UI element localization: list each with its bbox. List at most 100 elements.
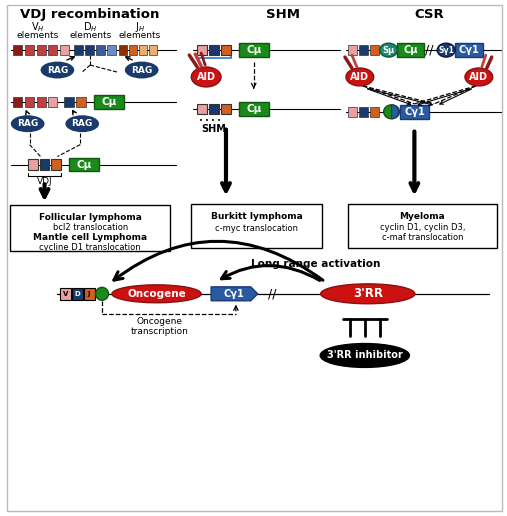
Bar bbox=[370, 45, 379, 55]
Text: •: • bbox=[205, 118, 209, 124]
Bar bbox=[73, 288, 83, 300]
Bar bbox=[455, 43, 483, 57]
Text: Oncogene: Oncogene bbox=[136, 317, 183, 326]
Text: //: // bbox=[268, 287, 277, 300]
Text: Sγ1: Sγ1 bbox=[438, 45, 454, 55]
Ellipse shape bbox=[11, 115, 45, 132]
Bar bbox=[348, 45, 357, 55]
Bar bbox=[119, 45, 127, 55]
Text: elements: elements bbox=[69, 31, 111, 40]
Bar bbox=[94, 95, 124, 109]
Text: Cμ: Cμ bbox=[246, 104, 262, 114]
Ellipse shape bbox=[380, 43, 397, 57]
Polygon shape bbox=[211, 287, 258, 301]
Bar bbox=[96, 45, 105, 55]
Text: c-maf translocation: c-maf translocation bbox=[382, 233, 463, 241]
Ellipse shape bbox=[125, 61, 159, 78]
Bar bbox=[13, 97, 22, 107]
Bar bbox=[25, 97, 33, 107]
Bar bbox=[370, 107, 379, 117]
Text: •: • bbox=[217, 118, 221, 124]
Bar bbox=[107, 45, 116, 55]
Bar bbox=[60, 45, 69, 55]
Bar bbox=[49, 45, 57, 55]
Text: SHM: SHM bbox=[202, 124, 227, 134]
Bar bbox=[139, 45, 147, 55]
Text: Long range activation: Long range activation bbox=[250, 259, 380, 269]
Text: c-myc translocation: c-myc translocation bbox=[215, 223, 298, 233]
Text: RAG: RAG bbox=[47, 66, 68, 74]
Bar bbox=[49, 97, 57, 107]
Ellipse shape bbox=[437, 43, 455, 57]
Bar bbox=[348, 107, 357, 117]
Text: AID: AID bbox=[350, 72, 369, 82]
Bar bbox=[348, 204, 497, 248]
Bar bbox=[239, 102, 269, 116]
Bar bbox=[84, 288, 95, 300]
Bar bbox=[10, 205, 170, 251]
Text: RAG: RAG bbox=[17, 119, 39, 128]
Text: J$_H$: J$_H$ bbox=[134, 20, 145, 34]
Bar bbox=[359, 107, 368, 117]
Text: Burkitt lymphoma: Burkitt lymphoma bbox=[211, 212, 303, 221]
Text: VDJ recombination: VDJ recombination bbox=[20, 8, 160, 21]
Text: V$_H$: V$_H$ bbox=[31, 20, 45, 34]
Text: J: J bbox=[88, 291, 90, 297]
Bar bbox=[28, 158, 38, 170]
Text: Cγ1: Cγ1 bbox=[224, 289, 244, 299]
Text: Cγ1: Cγ1 bbox=[404, 107, 425, 117]
Bar bbox=[37, 45, 46, 55]
Text: D$_H$: D$_H$ bbox=[83, 20, 97, 34]
Text: 3'RR: 3'RR bbox=[353, 287, 383, 300]
Bar bbox=[76, 97, 86, 107]
Bar bbox=[74, 45, 83, 55]
Bar bbox=[197, 45, 207, 55]
Bar bbox=[60, 288, 71, 300]
Bar bbox=[396, 43, 424, 57]
Text: elements: elements bbox=[119, 31, 161, 40]
Ellipse shape bbox=[191, 67, 221, 87]
Ellipse shape bbox=[41, 61, 74, 78]
Text: bcl2 translocation: bcl2 translocation bbox=[53, 223, 128, 232]
Bar bbox=[191, 204, 322, 248]
Ellipse shape bbox=[465, 68, 493, 86]
Ellipse shape bbox=[65, 115, 99, 132]
Bar bbox=[25, 45, 33, 55]
Ellipse shape bbox=[96, 287, 108, 300]
Text: Follicular lymphoma: Follicular lymphoma bbox=[39, 213, 141, 222]
Text: Cμ: Cμ bbox=[77, 159, 92, 170]
Ellipse shape bbox=[112, 285, 201, 303]
Text: RAG: RAG bbox=[131, 66, 152, 74]
Bar bbox=[37, 97, 46, 107]
Ellipse shape bbox=[321, 284, 415, 304]
Text: RAG: RAG bbox=[71, 119, 93, 128]
Bar bbox=[40, 158, 50, 170]
Text: transcription: transcription bbox=[131, 327, 189, 336]
Text: Oncogene: Oncogene bbox=[127, 289, 186, 299]
Text: Sμ: Sμ bbox=[382, 45, 395, 55]
Text: 3'RR inhibitor: 3'RR inhibitor bbox=[327, 350, 403, 361]
Text: •: • bbox=[199, 118, 203, 124]
Text: //: // bbox=[425, 44, 433, 57]
Bar bbox=[197, 104, 207, 114]
Text: elements: elements bbox=[16, 31, 59, 40]
Bar bbox=[400, 105, 429, 119]
Text: SHM: SHM bbox=[267, 8, 301, 21]
Text: •: • bbox=[211, 118, 215, 124]
Text: CSR: CSR bbox=[414, 8, 444, 21]
Bar bbox=[221, 104, 231, 114]
Ellipse shape bbox=[384, 105, 400, 119]
Text: Myeloma: Myeloma bbox=[400, 212, 445, 221]
Text: AID: AID bbox=[469, 72, 488, 82]
Bar bbox=[64, 97, 74, 107]
Bar bbox=[85, 45, 94, 55]
Text: Cμ: Cμ bbox=[403, 45, 418, 55]
Ellipse shape bbox=[320, 344, 410, 367]
Text: VDJ: VDJ bbox=[37, 177, 52, 186]
Bar bbox=[359, 45, 368, 55]
Wedge shape bbox=[391, 105, 399, 119]
Text: Cμ: Cμ bbox=[101, 97, 117, 107]
Text: D: D bbox=[75, 291, 80, 297]
Bar bbox=[52, 158, 61, 170]
Bar bbox=[221, 45, 231, 55]
